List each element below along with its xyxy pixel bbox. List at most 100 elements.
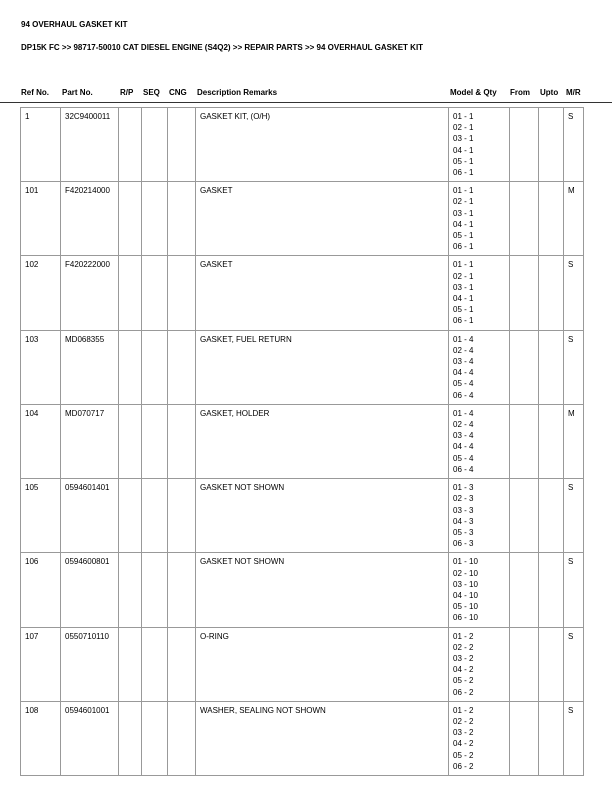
table-row: 106 0594600801 GASKET NOT SHOWN 01 - 10 02 -… (20, 552, 584, 628)
model-qty-line: 06 - 3 (453, 539, 474, 549)
table-row: 105 0594601401 GASKET NOT SHOWN 01 - 3 02 - … (20, 478, 584, 554)
seq-cell (141, 181, 168, 257)
page-title: 94 OVERHAUL GASKET KIT (21, 20, 128, 29)
seq-cell (141, 255, 168, 331)
model-qty-line: 02 - 4 (453, 345, 474, 355)
upto-cell (538, 329, 564, 405)
model-qty-cell: 01 - 1 02 - 1 03 - 1 04 - 1 05 - 1 06 - 1 (448, 106, 510, 183)
model-qty-line: 06 - 10 (453, 613, 478, 623)
model-qty-cell: 01 - 1 02 - 1 03 - 1 04 - 1 05 - 1 06 - 1 (448, 181, 510, 257)
header-ref: Ref No. (21, 88, 49, 97)
from-cell (509, 552, 539, 628)
mr-cell: S (563, 552, 584, 628)
model-qty-line: 02 - 2 (453, 642, 474, 652)
model-qty-line: 04 - 4 (453, 442, 474, 452)
model-qty-line: 01 - 4 (453, 408, 474, 418)
part-no-cell: F420214000 (60, 181, 119, 257)
model-qty-line: 05 - 10 (453, 602, 478, 612)
seq-cell (141, 403, 168, 480)
model-qty-line: 03 - 4 (453, 357, 474, 367)
model-qty-line: 05 - 4 (453, 379, 474, 389)
from-cell (509, 478, 539, 554)
part-no-cell: 0594600801 (60, 552, 119, 628)
part-no-cell: 0594601401 (60, 478, 119, 554)
header-mr: M/R (566, 88, 581, 97)
model-qty-line: 05 - 1 (453, 305, 474, 315)
cng-cell (167, 552, 196, 628)
cng-cell (167, 106, 196, 183)
from-cell (509, 403, 539, 480)
rp-cell (118, 106, 142, 183)
model-qty-line: 03 - 4 (453, 431, 474, 441)
model-qty-line: 03 - 1 (453, 134, 474, 144)
model-qty-line: 05 - 2 (453, 750, 474, 760)
table-row: 107 0550710110 O-RING 01 - 2 02 - 2 03 - 2 04 … (20, 626, 584, 702)
table-row: 1 32C9400011 GASKET KIT, (O/H) 01 - 1 02 - 1… (20, 106, 584, 183)
cng-cell (167, 403, 196, 480)
cng-cell (167, 181, 196, 257)
parts-table: 1 32C9400011 GASKET KIT, (O/H) 01 - 1 02 - 1… (20, 106, 584, 776)
model-qty-line: 04 - 2 (453, 739, 474, 749)
model-qty-line: 06 - 4 (453, 464, 474, 474)
model-qty-line: 01 - 1 (453, 260, 474, 270)
model-qty-line: 02 - 1 (453, 271, 474, 281)
part-no-cell: F420222000 (60, 255, 119, 331)
seq-cell (141, 329, 168, 405)
from-cell (509, 181, 539, 257)
model-qty-line: 04 - 1 (453, 219, 474, 229)
model-qty-line: 01 - 3 (453, 483, 474, 493)
description-cell: GASKET (195, 255, 449, 331)
header-desc: Description Remarks (197, 88, 278, 97)
model-qty-cell: 01 - 2 02 - 2 03 - 2 04 - 2 05 - 2 06 - 2 (448, 626, 510, 702)
cng-cell (167, 626, 196, 702)
model-qty-line: 05 - 3 (453, 527, 474, 537)
rp-cell (118, 181, 142, 257)
model-qty-line: 01 - 10 (453, 557, 478, 567)
model-qty-line: 03 - 1 (453, 208, 474, 218)
ref-cell: 1 (20, 106, 61, 183)
model-qty-line: 06 - 2 (453, 761, 474, 771)
mr-cell: S (563, 106, 584, 183)
ref-cell: 105 (20, 478, 61, 554)
upto-cell (538, 626, 564, 702)
mr-cell: S (563, 255, 584, 331)
rp-cell (118, 255, 142, 331)
model-qty-line: 04 - 10 (453, 590, 478, 600)
mr-cell: S (563, 626, 584, 702)
description-cell: GASKET KIT, (O/H) (195, 106, 449, 183)
seq-cell (141, 626, 168, 702)
table-row: 108 0594601001 WASHER, SEALING NOT SHOWN 01… (20, 700, 584, 776)
upto-cell (538, 403, 564, 480)
description-cell: GASKET, HOLDER (195, 403, 449, 480)
model-qty-cell: 01 - 3 02 - 3 03 - 3 04 - 3 05 - 3 06 - 3 (448, 478, 510, 554)
ref-cell: 106 (20, 552, 61, 628)
model-qty-line: 02 - 1 (453, 123, 474, 133)
model-qty-cell: 01 - 1 02 - 1 03 - 1 04 - 1 05 - 1 06 - 1 (448, 255, 510, 331)
model-qty-line: 06 - 1 (453, 316, 474, 326)
model-qty-cell: 01 - 4 02 - 4 03 - 4 04 - 4 05 - 4 06 - 4 (448, 403, 510, 480)
seq-cell (141, 478, 168, 554)
from-cell (509, 700, 539, 776)
mr-cell: S (563, 700, 584, 776)
cng-cell (167, 700, 196, 776)
model-qty-line: 04 - 1 (453, 145, 474, 155)
table-row: 104 MD070717 GASKET, HOLDER 01 - 4 02 - 4 03 … (20, 403, 584, 480)
model-qty-cell: 01 - 2 02 - 2 03 - 2 04 - 2 05 - 2 06 - 2 (448, 700, 510, 776)
rp-cell (118, 552, 142, 628)
description-cell: WASHER, SEALING NOT SHOWN (195, 700, 449, 776)
rp-cell (118, 700, 142, 776)
model-qty-cell: 01 - 10 02 - 10 03 - 10 04 - 10 05 - 10 06 - … (448, 552, 510, 628)
model-qty-line: 06 - 2 (453, 687, 474, 697)
model-qty-line: 02 - 10 (453, 568, 478, 578)
description-cell: GASKET NOT SHOWN (195, 552, 449, 628)
rp-cell (118, 329, 142, 405)
model-qty-line: 03 - 2 (453, 653, 474, 663)
header-model: Model & Qty (450, 88, 497, 97)
from-cell (509, 329, 539, 405)
ref-cell: 104 (20, 403, 61, 480)
part-no-cell: MD070717 (60, 403, 119, 480)
model-qty-line: 05 - 2 (453, 676, 474, 686)
model-qty-line: 05 - 1 (453, 156, 474, 166)
model-qty-line: 06 - 1 (453, 168, 474, 178)
